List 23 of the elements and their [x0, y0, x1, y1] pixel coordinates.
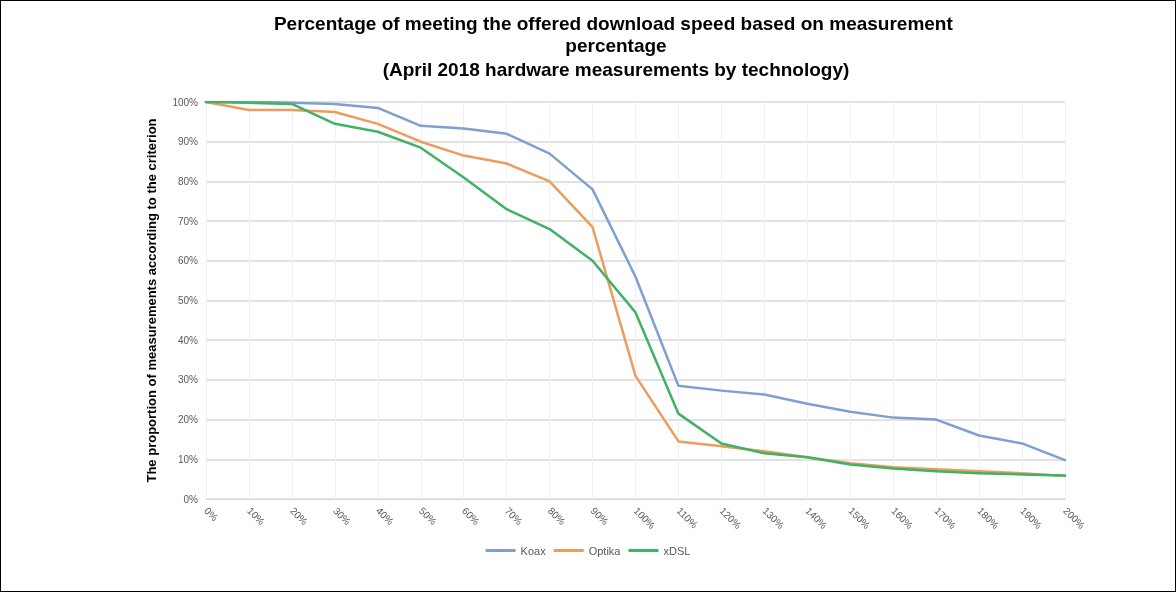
x-tick-label: 30% [330, 505, 353, 528]
y-tick-label: 60% [177, 255, 199, 267]
chart-subtitle: (April 2018 hardware measurements by technology) [382, 59, 850, 80]
x-tick-label: 60% [459, 505, 482, 528]
x-tick-label: 40% [373, 505, 396, 528]
y-tick-label: 40% [177, 334, 199, 346]
chart-title: Percentage of meeting the offered download speed based on measurement percentage [273, 12, 959, 56]
legend-label: Optika [588, 544, 622, 557]
y-tick-label: 50% [177, 295, 199, 306]
y-tick-label: 100% [172, 96, 199, 108]
y-axis-title: The proportion of measurements according to the criterion [144, 118, 159, 483]
y-tick-label: 70% [177, 215, 199, 227]
y-tick-label: 0% [183, 493, 199, 505]
y-tick-label: 80% [177, 175, 199, 187]
x-tick-label: 0% [202, 505, 221, 524]
x-tick-label: 10% [245, 505, 268, 528]
y-tick-label: 10% [177, 453, 199, 465]
y-tick-label: 20% [177, 414, 199, 426]
x-tick-label: 20% [288, 505, 311, 528]
y-tick-label: 90% [177, 136, 199, 148]
legend-label: xDSL [663, 544, 691, 557]
legend-label: Koax [520, 544, 547, 557]
y-tick-label: 30% [177, 374, 199, 386]
